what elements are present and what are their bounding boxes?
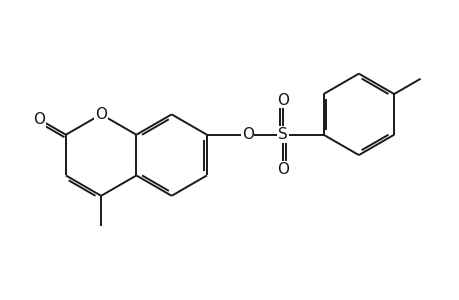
Text: O: O — [276, 162, 288, 177]
Text: O: O — [241, 127, 253, 142]
Text: O: O — [276, 93, 288, 108]
Text: O: O — [95, 107, 107, 122]
Text: S: S — [277, 127, 287, 142]
Text: O: O — [34, 112, 45, 127]
